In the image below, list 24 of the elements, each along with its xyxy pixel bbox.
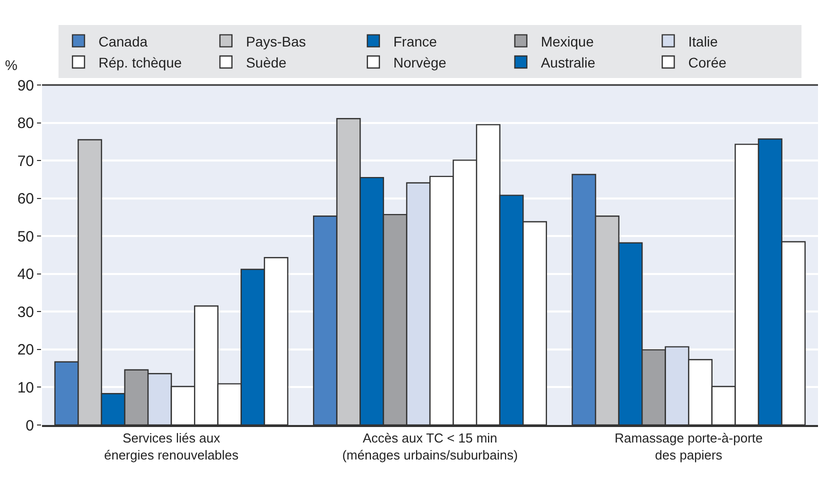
y-tick-label: 60 xyxy=(17,190,34,208)
legend-label: France xyxy=(393,33,438,50)
x-tick-label: Ramassage porte-à-porte des papiers xyxy=(614,430,763,462)
y-tick-label: 40 xyxy=(17,266,34,284)
y-tick-label: 20 xyxy=(17,342,34,359)
legend-label: Pays-Bas xyxy=(246,33,306,50)
legend-label: Mexique xyxy=(540,33,594,50)
legend-label: Norvège xyxy=(393,54,447,70)
y-axis-title: % xyxy=(5,57,18,73)
y-tick-label: 80 xyxy=(17,115,34,132)
y-tick-label: 10 xyxy=(17,379,34,396)
legend-label: Italie xyxy=(688,33,718,50)
y-tick-label: 90 xyxy=(17,77,34,94)
legend-label: Australie xyxy=(540,54,596,70)
x-tick-label: Accès aux TC < 15 min (ménages urbains/suburbains) xyxy=(342,430,518,462)
y-tick-label: 70 xyxy=(17,152,34,170)
legend-label: Suède xyxy=(246,54,287,70)
x-tick-label: Services liés aux énergies renouvelables xyxy=(104,430,240,462)
legend-label: Corée xyxy=(688,54,727,70)
y-tick-label: 50 xyxy=(17,228,34,246)
legend-label: Canada xyxy=(98,33,148,50)
legend-label: Rép. tchèque xyxy=(98,54,182,70)
y-tick-label: 30 xyxy=(17,304,34,321)
y-tick-label: 0 xyxy=(26,417,34,434)
